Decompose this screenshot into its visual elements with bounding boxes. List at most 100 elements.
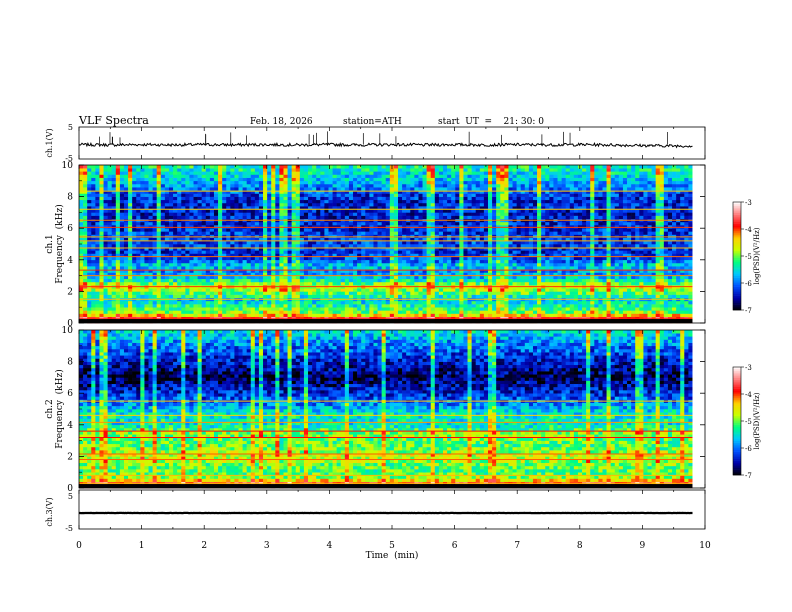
spectrogram-cell (422, 228, 427, 232)
spectrogram-cell (377, 215, 382, 220)
spectrogram-cell (115, 209, 121, 213)
spectrogram-cell (271, 269, 276, 273)
spectrogram-cell (218, 291, 223, 295)
spectrogram-cell (128, 266, 133, 270)
spectrogram-cell (136, 313, 141, 317)
spectrogram-column (271, 165, 276, 324)
spectrogram-cell (385, 174, 391, 178)
spectrogram-cell (312, 234, 317, 238)
spectrogram-cell (283, 304, 288, 308)
spectrogram-cell (402, 212, 407, 216)
spectrogram-cell (185, 250, 190, 254)
spectrogram-cell (344, 196, 350, 201)
spectrogram-cell (398, 174, 403, 178)
spectrogram-cell (136, 281, 141, 286)
spectrogram-cell (173, 253, 178, 257)
spectrogram-cell (426, 237, 432, 242)
spectrogram-cell (283, 259, 288, 264)
spectrogram-cell (312, 291, 317, 295)
spectrogram-cell (279, 281, 284, 286)
spectrogram-cell (336, 253, 342, 257)
spectrogram-cell (402, 168, 407, 172)
spectrogram-cell (348, 294, 354, 299)
spectrogram-cell (447, 291, 452, 295)
spectrogram-cell (357, 221, 362, 226)
spectrogram-cell (222, 313, 227, 317)
spectrogram-cell (336, 278, 342, 283)
spectrogram-cell (205, 209, 211, 213)
spectrogram-cell (136, 234, 141, 238)
spectrogram-cell (422, 304, 427, 308)
spectrogram-cell (291, 237, 297, 242)
spectrogram-cell (128, 174, 133, 178)
spectrogram-cell (459, 259, 464, 264)
spectrogram-cell (402, 259, 407, 264)
spectrogram-cell (303, 307, 309, 311)
spectrogram-cell (250, 231, 256, 235)
spectrogram-cell (291, 193, 297, 197)
spectrogram-cell (87, 288, 92, 292)
spectrogram-cell (324, 266, 329, 270)
spectrogram-cell (357, 250, 362, 254)
spectrogram-column (402, 165, 407, 324)
spectrogram-cell (434, 183, 440, 188)
spectrogram-cell (299, 168, 305, 172)
spectrogram-cell (201, 177, 207, 182)
spectrogram-cell (414, 313, 419, 317)
spectrogram-cell (467, 234, 472, 238)
spectrogram-cell (357, 294, 362, 299)
spectrogram-cell (418, 244, 423, 248)
spectrogram-cell (291, 215, 297, 220)
spectrogram-cell (95, 281, 100, 286)
spectrogram-cell (316, 269, 321, 273)
spectrogram-cell (320, 183, 325, 188)
spectrogram-cell (275, 165, 280, 169)
spectrogram-cell (181, 228, 186, 232)
spectrogram-cell (471, 266, 477, 270)
spectrogram-cell (197, 244, 202, 248)
spectrogram-cell (308, 278, 313, 283)
spectrogram-cell (181, 168, 186, 172)
spectrogram-cell (164, 206, 170, 210)
spectrogram-cell (107, 247, 113, 251)
spectrogram-cell (385, 304, 391, 308)
spectrogram-cell (128, 231, 133, 235)
spectrogram-cell (168, 202, 174, 207)
spectrogram-cell (99, 202, 104, 207)
spectrogram-cell (136, 228, 141, 232)
spectrogram-cell (357, 199, 362, 204)
spectrogram-cell (308, 180, 313, 185)
spectrogram-cell (398, 313, 403, 317)
spectrogram-cell (213, 262, 219, 267)
spectrogram-cell (111, 206, 117, 210)
spectrogram-cell (128, 196, 133, 201)
spectrogram-cell (344, 234, 350, 238)
spectrogram-cell (381, 272, 387, 276)
spectrogram-cell (99, 275, 104, 280)
spectrogram-cell (242, 250, 247, 254)
spectrogram-cell (128, 171, 133, 175)
spectrogram-cell (426, 187, 432, 191)
spectrogram-cell (136, 266, 141, 270)
spectrogram-cell (361, 269, 366, 273)
spectrogram-cell (258, 196, 264, 201)
spectrogram-cell (263, 272, 268, 276)
spectrogram-cell (381, 307, 387, 311)
spectrogram-cell (197, 228, 202, 232)
spectrogram-cell (87, 247, 92, 251)
spectrogram-cell (258, 215, 264, 220)
spectrogram-cell (115, 240, 121, 245)
spectrogram-cell (381, 212, 387, 216)
spectrogram-cell (312, 269, 317, 273)
spectrogram-cell (189, 234, 194, 238)
spectrogram-cell (455, 240, 460, 245)
spectrogram-cell (168, 215, 174, 220)
spectrogram-cell (205, 300, 211, 305)
spectrogram-cell (168, 307, 174, 311)
spectrogram-cell (87, 180, 92, 185)
spectrogram-cell (258, 183, 264, 188)
spectrogram-cell (79, 256, 84, 261)
spectrogram-cell (209, 275, 215, 280)
spectrogram-cell (463, 177, 468, 182)
spectrogram-cell (447, 275, 452, 280)
